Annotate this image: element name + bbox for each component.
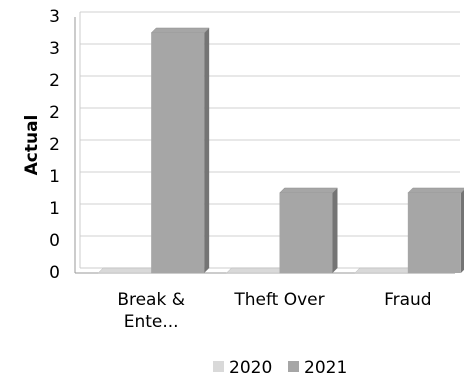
bar-side — [460, 189, 464, 273]
bar-top — [150, 27, 210, 34]
y-tick-label: 3 — [49, 39, 60, 59]
x-tick-label: Break & Ente... — [117, 290, 185, 332]
y-tick-label: 2 — [49, 103, 60, 123]
legend-label: 2020 — [229, 358, 272, 378]
bar — [279, 193, 333, 273]
y-tick-label: 0 — [49, 263, 60, 283]
y-axis-title: Actual — [22, 115, 42, 176]
bar-top — [97, 267, 157, 274]
x-tick-label: Theft Over — [234, 290, 325, 310]
legend-label: 2021 — [304, 358, 347, 378]
bar-side — [204, 28, 210, 273]
legend-swatch — [288, 361, 299, 372]
x-tick-label: Fraud — [384, 290, 432, 310]
y-tick-label: 2 — [49, 71, 60, 91]
legend-swatch — [213, 361, 224, 372]
bar — [151, 33, 205, 273]
bar — [407, 193, 461, 273]
bar-side — [332, 188, 338, 273]
y-tick-label: 2 — [49, 135, 60, 155]
bar-top — [278, 187, 339, 194]
y-tick-label: 1 — [49, 199, 60, 219]
bar-top — [354, 267, 414, 274]
bar-top — [225, 267, 286, 274]
bar-top — [407, 187, 464, 194]
y-tick-label: 0 — [49, 231, 60, 251]
y-tick-label: 1 — [49, 167, 60, 187]
y-tick-label: 3 — [49, 7, 60, 27]
